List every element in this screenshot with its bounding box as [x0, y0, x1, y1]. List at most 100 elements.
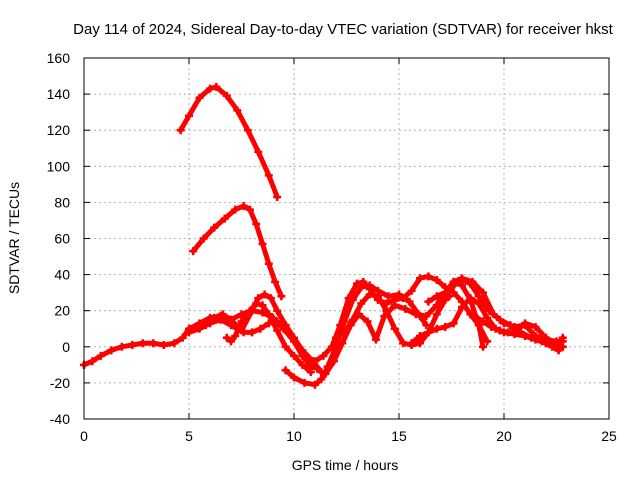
- data-point: [340, 328, 349, 337]
- y-tick-label: -20: [50, 375, 70, 391]
- data-point: [336, 321, 345, 330]
- data-point: [407, 286, 416, 295]
- data-point: [243, 126, 252, 135]
- data-point: [290, 373, 298, 382]
- data-point: [329, 357, 338, 366]
- data-point: [424, 328, 433, 337]
- data-point: [218, 310, 227, 319]
- data-point: [390, 324, 399, 333]
- data-point: [437, 294, 445, 303]
- data-point: [537, 337, 546, 346]
- x-tick-label: 20: [496, 428, 512, 444]
- y-tick-label: 140: [47, 86, 71, 102]
- data-point: [405, 297, 414, 306]
- data-point: [245, 306, 254, 315]
- data-point: [516, 328, 525, 337]
- series-arc-14: [437, 276, 563, 355]
- data-point: [542, 333, 550, 342]
- data-point: [483, 313, 492, 322]
- data-point: [258, 301, 267, 310]
- data-point: [128, 340, 137, 349]
- data-point: [159, 340, 168, 349]
- data-point: [281, 342, 290, 351]
- data-point: [212, 82, 221, 91]
- data-point: [558, 333, 567, 342]
- data-point: [195, 324, 204, 333]
- data-point: [424, 272, 433, 281]
- data-point: [311, 357, 319, 366]
- data-point: [254, 147, 263, 156]
- data-point: [357, 299, 366, 308]
- data-point: [399, 339, 408, 348]
- series-arc-7: [281, 281, 431, 389]
- data-point: [170, 339, 179, 348]
- data-point: [317, 375, 326, 384]
- data-point: [479, 342, 487, 351]
- data-point: [458, 276, 466, 285]
- data-point: [264, 310, 273, 319]
- data-point: [227, 315, 235, 324]
- x-tick-label: 0: [80, 428, 88, 444]
- data-point: [332, 333, 340, 342]
- data-point: [298, 346, 307, 355]
- data-point: [432, 324, 441, 333]
- data-point: [432, 276, 441, 285]
- data-point: [252, 220, 261, 229]
- data-point: [344, 294, 353, 303]
- x-tick-label: 15: [391, 428, 407, 444]
- data-point: [422, 321, 431, 330]
- data-point: [348, 315, 357, 324]
- data-point: [390, 301, 399, 310]
- data-point: [88, 357, 97, 366]
- series-line: [178, 84, 280, 200]
- data-point: [233, 106, 242, 115]
- data-point: [260, 290, 269, 299]
- data-point: [300, 378, 309, 387]
- data-point: [338, 339, 347, 348]
- data-point: [353, 279, 361, 288]
- data-point: [96, 351, 105, 360]
- data-point: [485, 306, 494, 315]
- series-arc-2: [189, 202, 286, 301]
- data-point: [371, 335, 380, 344]
- data-point: [290, 351, 298, 360]
- data-point: [231, 331, 240, 340]
- data-point: [264, 171, 273, 180]
- y-tick-label: 60: [54, 231, 70, 247]
- data-point: [474, 321, 483, 330]
- data-point: [374, 292, 382, 301]
- data-point: [189, 247, 198, 256]
- data-point: [210, 223, 219, 232]
- data-point: [531, 322, 540, 331]
- data-point: [424, 297, 433, 306]
- axis-ticks: [83, 57, 610, 420]
- x-tick-label: 5: [185, 428, 193, 444]
- data-point: [363, 317, 372, 326]
- data-point: [548, 342, 557, 351]
- data-point: [185, 111, 193, 120]
- data-point: [273, 306, 282, 315]
- data-point: [382, 306, 391, 315]
- chart-title: Day 114 of 2024, Sidereal Day-to-day VTE…: [73, 21, 613, 38]
- data-point: [401, 304, 410, 313]
- data-point: [483, 337, 492, 346]
- data-point: [258, 239, 267, 248]
- y-tick-label: 120: [47, 122, 71, 138]
- data-point: [199, 234, 208, 243]
- y-tick-label: 80: [54, 194, 70, 210]
- data-point: [277, 292, 286, 301]
- x-tick-label: 25: [601, 428, 617, 444]
- grid-lines: [84, 58, 609, 419]
- data-point: [458, 303, 466, 312]
- data-point: [178, 333, 187, 342]
- data-point: [264, 259, 273, 268]
- data-point: [273, 192, 282, 201]
- x-tick-labels: 0 5 10 15 20 25: [80, 428, 617, 444]
- data-point: [319, 351, 328, 360]
- data-point: [422, 312, 431, 321]
- data-point: [281, 366, 290, 375]
- data-point: [306, 368, 315, 377]
- data-point: [554, 346, 563, 355]
- data-point: [474, 292, 483, 301]
